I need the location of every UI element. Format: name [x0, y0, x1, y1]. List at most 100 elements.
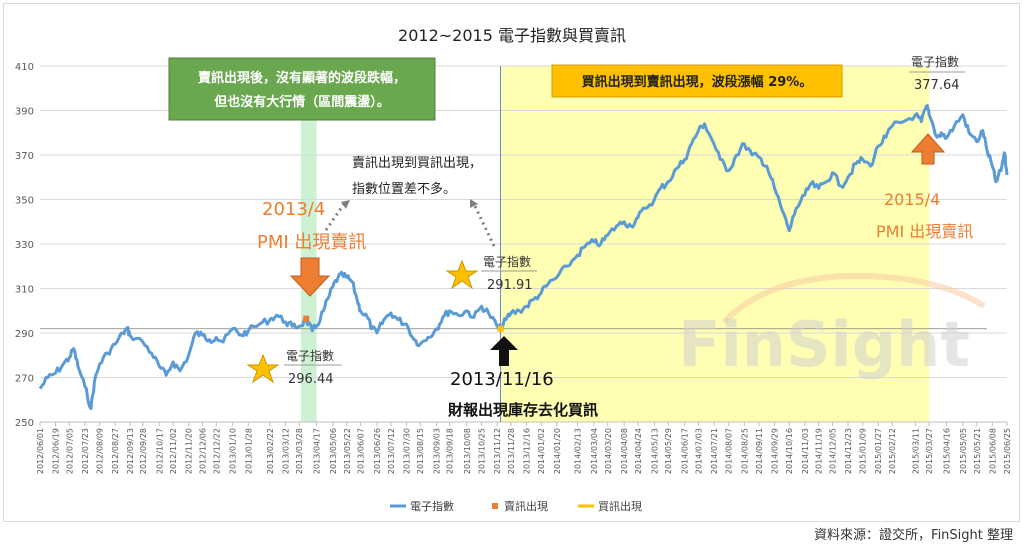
- x-tick-label: 2014/06/17: [681, 428, 690, 474]
- y-tick-label: 310: [15, 285, 34, 296]
- callout-3-label: 電子指數: [911, 54, 959, 69]
- callout-sell-2013: 電子指數 296.44: [246, 348, 342, 387]
- x-tick-label: 2015/05/21: [973, 428, 982, 474]
- x-tick-label: 2012/09/13: [126, 428, 135, 474]
- sell-2013-label: PMI 出現賣訊: [257, 232, 366, 253]
- x-tick-label: 2014/05/13: [650, 428, 659, 474]
- x-tick-label: 2014/12/05: [828, 428, 837, 474]
- source-note: 資料來源：證交所，FinSight 整理: [814, 528, 1013, 543]
- callout-1-value: 296.44: [288, 372, 334, 387]
- green-box-line-2: 但也沒有大行情（區間震盪）。: [213, 94, 390, 110]
- x-tick-label: 2012/08/27: [111, 428, 120, 474]
- x-tick-label: 2013/03/28: [295, 428, 304, 474]
- sell-2015-label: PMI 出現賣訊: [876, 222, 973, 241]
- x-tick-label: 2013/04/17: [313, 428, 322, 474]
- y-tick-label: 370: [15, 151, 34, 162]
- dotted-arrow-left: [324, 203, 346, 231]
- chart-title: 2012~2015 電子指數與買賣訊: [398, 26, 626, 45]
- x-tick-label: 2013/01/10: [229, 428, 238, 474]
- callout-2-label: 電子指數: [483, 254, 531, 269]
- middle-note-line-2: 指數位置差不多。: [352, 181, 456, 197]
- callout-1-label: 電子指數: [286, 348, 334, 363]
- middle-note: 賣訊出現到買訊出現， 指數位置差不多。: [324, 156, 496, 247]
- legend-label-buy: 買訊出現: [598, 499, 642, 513]
- green-box-line-1: 賣訊出現後，沒有顯著的波段跌幅，: [198, 70, 406, 86]
- legend-label-index: 電子指數: [410, 499, 454, 513]
- buy-2013-date: 2013/11/16: [450, 369, 554, 390]
- dotted-arrowhead-right: [470, 199, 478, 208]
- up-arrow-icon: [490, 336, 518, 366]
- x-tick-label: 2012/06/01: [36, 428, 45, 474]
- x-axis-ticks: 2012/06/01 2012/06/19 2012/07/05 2012/07/23…: [36, 421, 1012, 474]
- down-arrow-icon: [289, 257, 331, 297]
- x-tick-label: 2014/03/20: [604, 428, 613, 474]
- green-annotation-box: 賣訊出現後，沒有顯著的波段跌幅， 但也沒有大行情（區間震盪）。: [168, 57, 436, 121]
- sell-annotation-2013: 2013/4 PMI 出現賣訊: [257, 199, 366, 297]
- sell-annotation-2015: 2015/4 PMI 出現賣訊: [876, 133, 973, 241]
- y-tick-label: 250: [15, 418, 34, 429]
- legend: 電子指數 賣訊出現 買訊出現: [390, 499, 642, 513]
- x-tick-label: 2012/11/02: [169, 428, 178, 474]
- x-tick-label: 2014/07/03: [694, 428, 703, 474]
- x-tick-label: 2012/09/28: [139, 428, 148, 474]
- middle-note-line-1: 賣訊出現到買訊出現，: [352, 156, 482, 171]
- x-tick-label: 2014/07/21: [710, 428, 719, 474]
- x-tick-label: 2014/04/08: [620, 428, 629, 474]
- x-tick-label: 2015/05/05: [959, 428, 968, 474]
- x-tick-label: 2014/01/20: [553, 428, 562, 474]
- x-tick-label: 2013/06/26: [373, 428, 382, 474]
- y-tick-label: 270: [15, 374, 34, 385]
- x-tick-label: 2013/07/12: [387, 428, 396, 474]
- buy-2013-label: 財報出現庫存去化買訊: [447, 401, 598, 419]
- x-tick-label: 2012/12/22: [212, 428, 221, 474]
- x-tick-label: 2015/03/11: [911, 428, 920, 474]
- x-tick-label: 2013/12/16: [523, 428, 532, 474]
- x-tick-label: 2015/01/09: [859, 428, 868, 474]
- x-tick-label: 2012/06/19: [52, 428, 61, 474]
- x-tick-label: 2013/08/15: [416, 428, 425, 474]
- chart-frame: 250 270 290 310 330 350 370 390 410 2012/06/01 20…: [3, 3, 1020, 522]
- watermark-text: FinSight: [678, 308, 970, 381]
- x-tick-label: 2015/06/25: [1003, 428, 1012, 474]
- x-tick-label: 2012/11/20: [185, 428, 194, 474]
- yellow-annotation-box: 買訊出現到賣訊出現，波段漲幅 29%。: [551, 64, 843, 98]
- yellow-box-text: 買訊出現到賣訊出現，波段漲幅 29%。: [582, 74, 813, 90]
- legend-swatch-sell: [492, 503, 498, 509]
- x-tick-label: 2015/06/08: [988, 428, 997, 474]
- x-tick-label: 2012/07/05: [65, 428, 74, 474]
- x-tick-label: 2013/05/22: [343, 428, 352, 474]
- x-tick-label: 2012/08/09: [96, 428, 105, 474]
- legend-label-sell: 賣訊出現: [504, 499, 548, 513]
- series-line-electronics-index: [38, 104, 1009, 411]
- x-tick-label: 2014/01/02: [537, 428, 546, 474]
- x-tick-label: 2013/07/30: [402, 428, 411, 474]
- x-tick-label: 2014/09/29: [771, 428, 780, 474]
- x-tick-label: 2012/07/23: [81, 428, 90, 474]
- callout-buy-2013: 電子指數 291.91: [445, 254, 537, 293]
- x-tick-label: 2014/08/25: [740, 428, 749, 474]
- y-tick-label: 290: [15, 329, 34, 340]
- x-tick-label: 2015/02/12: [888, 428, 897, 474]
- x-tick-label: 2014/11/19: [815, 428, 824, 474]
- x-tick-label: 2014/04/24: [634, 428, 643, 474]
- callout-3-value: 377.64: [914, 78, 960, 93]
- dotted-arrow-right: [472, 203, 496, 247]
- sell-2013-date: 2013/4: [262, 199, 325, 220]
- y-tick-label: 350: [15, 196, 34, 207]
- x-tick-label: 2013/09/18: [446, 428, 455, 474]
- x-tick-label: 2015/04/16: [943, 428, 952, 474]
- x-tick-label: 2014/05/29: [664, 428, 673, 474]
- x-tick-label: 2013/10/08: [463, 428, 472, 474]
- x-tick-label: 2015/01/27: [874, 428, 883, 474]
- x-tick-label: 2013/05/06: [329, 428, 338, 474]
- x-tick-label: 2015/03/27: [925, 428, 934, 474]
- x-tick-label: 2013/09/03: [433, 428, 442, 474]
- sell-2015-date: 2015/4: [884, 190, 940, 209]
- x-tick-label: 2013/02/22: [266, 428, 275, 474]
- y-tick-label: 330: [15, 240, 34, 251]
- x-tick-label: 2013/10/25: [478, 428, 487, 474]
- x-tick-label: 2014/03/04: [590, 428, 599, 474]
- x-tick-label: 2012/12/06: [198, 428, 207, 474]
- x-tick-label: 2013/11/12: [493, 428, 502, 474]
